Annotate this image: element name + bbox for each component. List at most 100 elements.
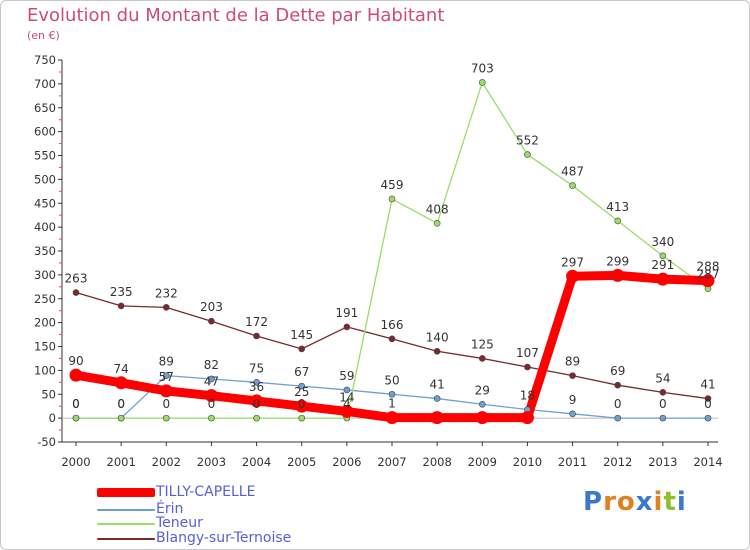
legend-swatch: [97, 488, 155, 497]
data-point: [701, 274, 715, 288]
data-label: 287: [697, 268, 720, 282]
y-tick-label: 600: [34, 125, 56, 139]
data-label: 0: [704, 397, 712, 411]
chart-title: Evolution du Montant de la Dette par Hab…: [27, 5, 445, 26]
data-label: 25: [294, 385, 309, 399]
y-tick-label: 200: [34, 316, 56, 330]
legend-swatch: [97, 509, 155, 511]
y-tick-label: 300: [34, 268, 56, 282]
data-label: 75: [249, 361, 264, 375]
legend-label: TILLY-CAPELLE: [156, 484, 256, 500]
data-label: 487: [561, 165, 584, 179]
data-point: [566, 269, 580, 283]
logo-letter: r: [603, 487, 617, 517]
data-point: [72, 414, 80, 422]
x-tick-label: 2010: [513, 455, 542, 469]
data-point: [208, 414, 215, 422]
data-point: [114, 376, 128, 390]
data-label: 703: [471, 61, 494, 75]
y-tick-label: 700: [34, 77, 56, 91]
data-point: [298, 345, 306, 353]
data-point: [162, 414, 170, 422]
data-point: [253, 332, 260, 340]
data-label: 107: [516, 346, 539, 360]
logo-letter: i: [653, 487, 664, 517]
data-label: 0: [614, 397, 622, 411]
data-point: [69, 368, 83, 382]
data-point: [208, 375, 215, 383]
y-tick-label: 150: [34, 340, 56, 354]
data-label: 89: [565, 355, 580, 369]
data-label: 299: [606, 254, 629, 268]
legend-label: Teneur: [156, 515, 203, 531]
data-point: [659, 389, 667, 396]
series-points: [69, 79, 715, 425]
data-point: [704, 414, 712, 422]
data-point: [204, 389, 218, 403]
data-point: [478, 355, 486, 362]
x-tick-label: 2000: [61, 455, 90, 469]
data-label: 235: [110, 285, 133, 299]
data-label: 340: [651, 235, 674, 249]
data-label: 191: [335, 306, 358, 320]
data-point: [659, 252, 667, 260]
unit-label: (en €): [27, 29, 60, 42]
x-tick-label: 2006: [332, 455, 361, 469]
data-label: 232: [155, 286, 178, 300]
data-point: [475, 411, 489, 425]
data-point: [611, 268, 625, 282]
data-label: 57: [159, 370, 174, 384]
data-point: [388, 390, 396, 398]
data-label: 89: [159, 355, 174, 369]
data-label: 166: [381, 318, 404, 332]
data-label: 0: [208, 397, 216, 411]
data-point: [298, 414, 306, 422]
data-label: 59: [339, 369, 354, 383]
data-label: 263: [65, 272, 88, 286]
data-label: 408: [426, 202, 449, 216]
data-label: 0: [117, 397, 125, 411]
data-point: [72, 289, 80, 296]
y-tick-label: 0: [49, 411, 56, 425]
data-label: 413: [606, 200, 629, 214]
data-label: 4: [343, 397, 351, 411]
data-label: 47: [204, 375, 219, 389]
logo-letter: t: [663, 487, 677, 517]
data-point: [614, 414, 622, 422]
data-label: 288: [697, 260, 720, 274]
data-point: [430, 411, 444, 425]
data-point: [569, 372, 576, 379]
logo-letter: o: [616, 487, 636, 517]
logo-letter: x: [635, 487, 654, 517]
x-tick-label: 2007: [377, 455, 406, 469]
data-label: 67: [294, 365, 309, 379]
data-point: [478, 400, 486, 408]
data-point: [388, 335, 396, 343]
data-label: 0: [162, 397, 170, 411]
data-point: [250, 394, 264, 408]
data-label: 145: [290, 328, 313, 342]
data-label: 0: [298, 397, 306, 411]
x-tick-label: 2012: [603, 455, 632, 469]
y-tick-label: 350: [34, 244, 56, 258]
data-label: 18: [520, 389, 535, 403]
data-label: 36: [249, 380, 264, 394]
y-tick-label: 100: [34, 363, 56, 377]
data-point: [159, 384, 173, 398]
data-point: [343, 323, 351, 331]
legend-swatch: [97, 538, 155, 540]
data-label: 29: [475, 383, 490, 397]
y-tick-label: 50: [41, 387, 56, 401]
data-point: [208, 317, 215, 325]
x-tick-label: 2011: [558, 455, 587, 469]
data-point: [614, 217, 622, 225]
y-tick-label: 450: [34, 196, 56, 210]
data-label: 0: [72, 397, 80, 411]
data-label: 82: [204, 358, 219, 372]
data-point: [253, 379, 260, 386]
y-tick-label: 400: [34, 220, 56, 234]
legend-label: Blangy-sur-Ternoise: [156, 530, 292, 546]
x-tick-label: 2014: [693, 455, 722, 469]
